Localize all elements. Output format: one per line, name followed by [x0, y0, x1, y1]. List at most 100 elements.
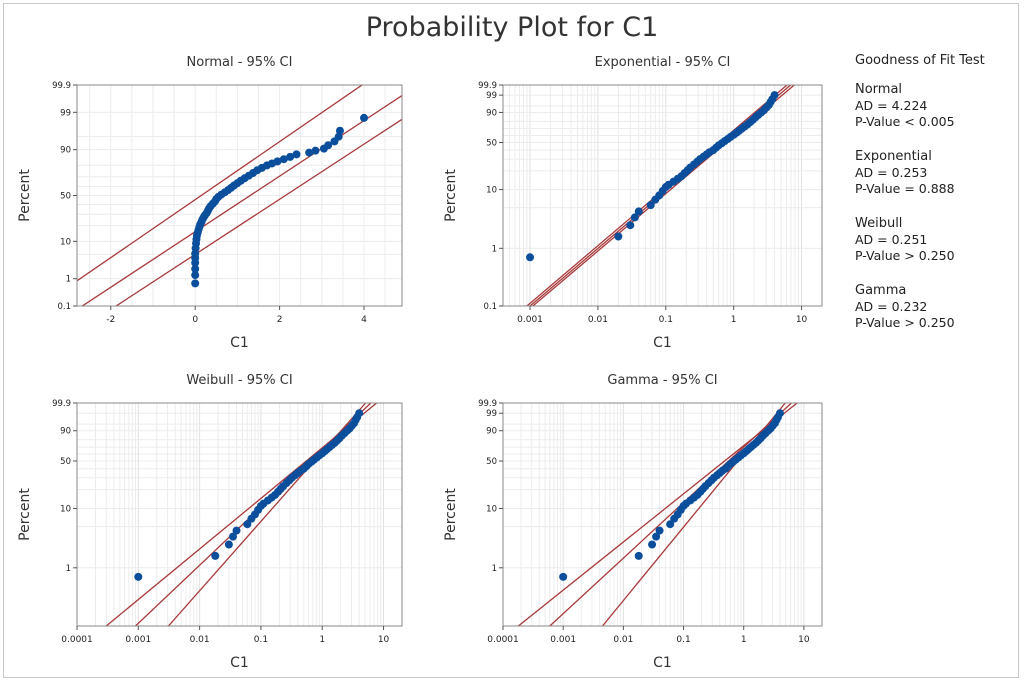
- gof-p-value: P-Value < 0.005: [855, 114, 955, 129]
- gof-gamma: Gamma AD = 0.232 P-Value > 0.250: [855, 283, 1020, 331]
- x-tick-label: 1: [319, 635, 325, 645]
- data-point: [775, 409, 784, 418]
- gof-exponential: Exponential AD = 0.253 P-Value = 0.888: [855, 149, 1020, 197]
- y-tick-label: 90: [486, 108, 497, 118]
- data-point: [232, 526, 241, 535]
- y-tick-label: 90: [60, 427, 71, 437]
- y-axis-label: Percent: [17, 169, 33, 222]
- y-tick-label: 99.9: [478, 81, 497, 91]
- gof-weibull: Weibull AD = 0.251 P-Value > 0.250: [855, 216, 1020, 264]
- probability-plot-1: -2 0 2 4 0.1 1 10 50 90 99 99.9 Normal - 95% CI C1 Pe…: [17, 55, 403, 351]
- data-point: [224, 540, 233, 549]
- gof-p-value: P-Value > 0.250: [855, 315, 955, 330]
- fit-line: [549, 403, 792, 626]
- data-point: [634, 207, 643, 216]
- data-point: [191, 271, 200, 280]
- x-tick-label: 0.001: [517, 315, 543, 325]
- y-tick-label: 50: [486, 457, 497, 467]
- data-point: [243, 520, 252, 529]
- data-point: [646, 201, 655, 210]
- plot-frame: [76, 402, 403, 627]
- data-point: [211, 551, 220, 560]
- x-tick-label: 0: [192, 315, 198, 325]
- goodness-of-fit-panel: Goodness of Fit Test Normal AD = 4.224 P…: [855, 53, 1020, 350]
- plot-area: [77, 403, 402, 626]
- data-point: [134, 572, 143, 581]
- data-point: [305, 148, 314, 157]
- x-axis-label: C1: [230, 655, 249, 671]
- data-point: [292, 150, 301, 159]
- x-tick-label: 0.01: [613, 635, 633, 645]
- y-tick-label: 10: [486, 505, 497, 515]
- data-point: [360, 113, 369, 122]
- y-tick-label: 10: [486, 186, 497, 196]
- y-tick-label: 10: [60, 505, 71, 515]
- gof-distribution-name: Exponential: [855, 149, 932, 164]
- main-title: Probability Plot for C1: [365, 12, 659, 43]
- y-tick-label: 99: [486, 409, 497, 419]
- x-tick-label: 0.1: [659, 315, 673, 325]
- x-tick-label: 0.001: [125, 635, 151, 645]
- data-point: [324, 141, 333, 150]
- data-point: [655, 526, 664, 535]
- y-tick-label: 90: [60, 146, 71, 156]
- plot-frame: [502, 84, 823, 307]
- panel-title: Exponential - 95% CI: [595, 55, 731, 70]
- x-tick-label: 0.1: [676, 635, 690, 645]
- fit-line: [81, 95, 402, 306]
- y-tick-label: 50: [486, 138, 497, 148]
- data-point: [614, 232, 623, 241]
- x-axis-label: C1: [230, 335, 249, 351]
- data-point: [334, 132, 343, 141]
- x-tick-label: 0.001: [550, 635, 576, 645]
- x-tick-label: 0.1: [254, 635, 268, 645]
- y-tick-label: 0.1: [483, 302, 497, 312]
- x-axis-label: C1: [653, 335, 672, 351]
- y-tick-label: 50: [60, 457, 71, 467]
- gof-normal: Normal AD = 4.224 P-Value < 0.005: [855, 82, 1020, 130]
- data-point: [311, 146, 320, 155]
- data-point: [286, 152, 295, 161]
- gof-distribution-name: Gamma: [855, 283, 907, 298]
- gof-distribution-name: Weibull: [855, 216, 903, 231]
- y-tick-label: 99.9: [52, 399, 71, 409]
- plot-frame: [502, 402, 823, 627]
- y-tick-label: 99.9: [478, 399, 497, 409]
- x-tick-label: 0.0001: [61, 635, 93, 645]
- y-tick-label: 1: [66, 275, 71, 285]
- gof-distribution-name: Normal: [855, 82, 903, 97]
- x-axis-label: C1: [653, 655, 672, 671]
- data-point: [191, 279, 200, 288]
- y-tick-label: 1: [492, 244, 497, 254]
- ci-lower-line: [114, 118, 402, 306]
- x-tick-label: 2: [277, 315, 283, 325]
- x-tick-label: -2: [106, 315, 115, 325]
- x-tick-label: 1: [731, 315, 737, 325]
- x-tick-label: 0.01: [588, 315, 608, 325]
- y-tick-label: 50: [60, 192, 71, 202]
- panel-title: Gamma - 95% CI: [607, 373, 717, 388]
- y-axis-label: Percent: [443, 169, 459, 222]
- data-point: [634, 551, 643, 560]
- data-point: [630, 213, 639, 222]
- goodness-of-fit-title: Goodness of Fit Test: [855, 53, 985, 68]
- y-axis-label: Percent: [17, 488, 33, 541]
- gof-ad-value: AD = 0.253: [855, 165, 928, 180]
- y-axis-label: Percent: [443, 488, 459, 541]
- panel-title: Weibull - 95% CI: [186, 373, 292, 388]
- x-tick-label: 10: [378, 635, 390, 645]
- data-point: [666, 520, 675, 529]
- data-point: [191, 264, 200, 273]
- panel-title: Normal - 95% CI: [187, 55, 293, 70]
- data-point: [335, 126, 344, 135]
- data-point: [526, 253, 535, 262]
- gof-ad-value: AD = 0.251: [855, 232, 928, 247]
- data-point: [626, 221, 635, 230]
- x-tick-label: 1: [741, 635, 747, 645]
- data-point: [652, 532, 661, 541]
- data-point: [279, 155, 288, 164]
- data-point: [648, 540, 657, 549]
- ci-upper-line: [77, 85, 364, 282]
